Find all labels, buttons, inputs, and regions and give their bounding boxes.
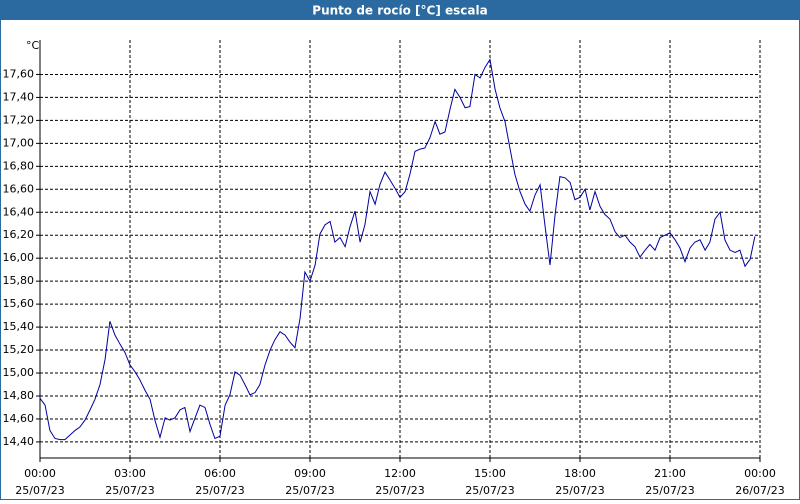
y-unit: °C (26, 39, 40, 52)
y-tick-label: 15,40 (3, 320, 35, 333)
x-tick-label-line: 25/07/23 (15, 484, 64, 497)
x-tick-label-line: 25/07/23 (555, 484, 604, 497)
x-tick-label: 21:00 25/07/23 (645, 467, 694, 497)
x-tick-label-line: 25/07/23 (105, 484, 154, 497)
x-tick-label-line: 09:00 (294, 467, 326, 480)
y-tick-label: 16,20 (3, 228, 35, 241)
x-tick-label-line: 25/07/23 (645, 484, 694, 497)
x-tick-label-line: 00:00 (24, 467, 56, 480)
chart-title: Punto de rocío [°C] escala (312, 4, 487, 18)
x-tick-label: 15:00 25/07/23 (465, 467, 514, 497)
x-tick-label: 00:00 26/07/23 (735, 467, 784, 497)
y-tick-label: 16,40 (3, 205, 35, 218)
x-tick-label-line: 12:00 (384, 467, 416, 480)
x-tick-label: 09:00 25/07/23 (285, 467, 334, 497)
x-tick-label-line: 15:00 (474, 467, 506, 480)
x-tick-label-line: 06:00 (204, 467, 236, 480)
y-tick-label: 15,60 (3, 297, 35, 310)
y-tick-label: 16,00 (3, 251, 35, 264)
x-tick-label: 03:00 25/07/23 (105, 467, 154, 497)
x-tick-label: 18:00 25/07/23 (555, 467, 604, 497)
y-tick-label: 15,80 (3, 274, 35, 287)
title-bar (0, 0, 800, 20)
y-tick-label: 14,80 (3, 389, 35, 402)
x-tick-label: 12:00 25/07/23 (375, 467, 424, 497)
x-tick-label-line: 25/07/23 (195, 484, 244, 497)
x-tick-label: 00:00 25/07/23 (15, 467, 64, 497)
y-tick-label: 15,00 (3, 366, 35, 379)
x-tick-label-line: 25/07/23 (375, 484, 424, 497)
y-tick-label: 17,40 (3, 90, 35, 103)
x-tick-label-line: 21:00 (654, 467, 686, 480)
y-tick-label: 15,20 (3, 343, 35, 356)
y-tick-label: 17,00 (3, 136, 35, 149)
data-line (39, 58, 756, 441)
y-tick-label: 16,60 (3, 182, 35, 195)
y-tick-label: 16,80 (3, 159, 35, 172)
x-tick-label-line: 25/07/23 (285, 484, 334, 497)
x-tick-label-line: 25/07/23 (465, 484, 514, 497)
x-tick-label-line: 26/07/23 (735, 484, 784, 497)
y-tick-label: 14,60 (3, 412, 35, 425)
x-tick-label: 06:00 25/07/23 (195, 467, 244, 497)
x-tick-label-line: 18:00 (564, 467, 596, 480)
y-tick-label: 14,40 (3, 435, 35, 448)
y-tick-label: 17,20 (3, 113, 35, 126)
x-tick-label-line: 00:00 (744, 467, 776, 480)
y-tick-label: 17,60 (3, 67, 35, 80)
x-tick-label-line: 03:00 (114, 467, 146, 480)
